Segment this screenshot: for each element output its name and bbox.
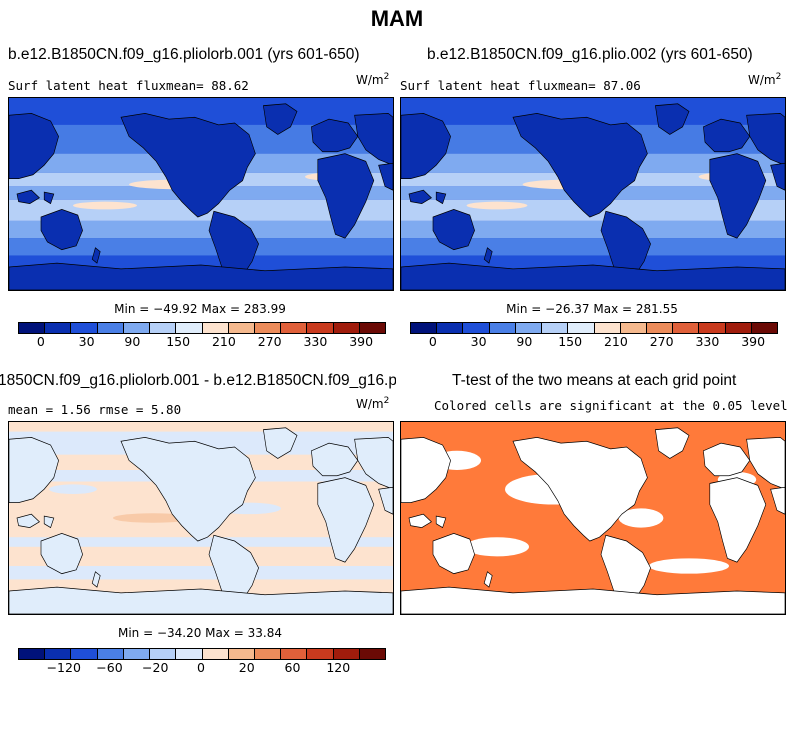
colorbar-swatch bbox=[19, 323, 46, 333]
panel-subtitle-top-right: Surf latent heat fluxmean= 87.06 bbox=[400, 78, 641, 93]
colorbar-ticks-bottom-left: −120 −60 −20 0 20 60 120 bbox=[18, 660, 386, 675]
units-bottom-left: W/m2 bbox=[356, 396, 390, 411]
colorbar-swatch bbox=[228, 323, 255, 333]
colorbar-swatch bbox=[646, 323, 674, 333]
colorbar-top-left bbox=[18, 322, 386, 334]
colorbar-swatch bbox=[725, 323, 752, 333]
difference-map bbox=[9, 422, 393, 614]
units-top-left: W/m2 bbox=[356, 72, 390, 87]
colorbar-swatch bbox=[594, 323, 621, 333]
colorbar-swatch bbox=[359, 323, 386, 333]
colorbar-swatch bbox=[542, 323, 569, 333]
colorbar-swatch bbox=[333, 323, 360, 333]
colorbar-swatch bbox=[150, 323, 177, 333]
colorbar-tick-label: 150 bbox=[166, 334, 191, 349]
colorbar-swatch bbox=[228, 649, 255, 659]
latent-heat-map-plio bbox=[401, 98, 785, 290]
colorbar-swatch bbox=[176, 649, 203, 659]
colorbar-tick-label: 390 bbox=[741, 334, 766, 349]
colorbar-tick-label: 120 bbox=[326, 660, 351, 675]
colorbar-tick-label: 390 bbox=[349, 334, 374, 349]
colorbar-tick-label: 210 bbox=[603, 334, 628, 349]
map-bottom-left bbox=[8, 421, 394, 615]
map-top-left bbox=[8, 97, 394, 291]
colorbar-bottom-left bbox=[18, 648, 386, 660]
colorbar-swatch bbox=[359, 649, 386, 659]
colorbar-swatch bbox=[515, 323, 543, 333]
colorbar-swatch bbox=[45, 323, 72, 333]
colorbar-top-right bbox=[410, 322, 778, 334]
colorbar-swatch bbox=[751, 323, 778, 333]
panel-title-bottom-left: 1850CN.f09_g16.pliolorb.001 - b.e12.B185… bbox=[0, 372, 396, 389]
colorbar-tick-label: 150 bbox=[558, 334, 583, 349]
colorbar-tick-label: 0 bbox=[428, 334, 437, 349]
colorbar-swatch bbox=[281, 649, 308, 659]
panel-subtitle-bottom-right: Colored cells are significant at the 0.0… bbox=[434, 398, 788, 413]
colorbar-tick-label: −120 bbox=[46, 660, 81, 675]
colorbar-swatch bbox=[620, 323, 647, 333]
colorbar-swatch bbox=[699, 323, 726, 333]
colorbar-tick-label: −20 bbox=[142, 660, 169, 675]
figure-title: MAM bbox=[370, 6, 424, 31]
colorbar-swatch bbox=[202, 649, 229, 659]
panel-subtitle-bottom-left: mean = 1.56 rmse = 5.80 bbox=[8, 402, 182, 417]
colorbar-tick-label: 210 bbox=[211, 334, 236, 349]
colorbar-swatch bbox=[202, 323, 229, 333]
colorbar-swatch bbox=[71, 323, 98, 333]
colorbar-tick-label: 330 bbox=[695, 334, 720, 349]
colorbar-swatch bbox=[97, 649, 124, 659]
map-bottom-right bbox=[400, 421, 786, 615]
colorbar-swatch bbox=[281, 323, 308, 333]
colorbar-tick-label: 60 bbox=[284, 660, 301, 675]
colorbar-swatch bbox=[307, 323, 334, 333]
colorbar-swatch bbox=[123, 649, 151, 659]
colorbar-tick-label: 90 bbox=[516, 334, 533, 349]
colorbar-tick-label: 270 bbox=[257, 334, 282, 349]
colorbar-ticks-top-right: 0 30 90 150 210 270 330 390 bbox=[410, 334, 778, 349]
panel-title-top-right: b.e12.B1850CN.f09_g16.plio.002 (yrs 601-… bbox=[427, 46, 753, 63]
minmax-top-left: Min = −49.92 Max = 283.99 bbox=[114, 302, 286, 316]
colorbar-tick-label: 90 bbox=[124, 334, 141, 349]
map-top-right bbox=[400, 97, 786, 291]
colorbar-tick-label: −60 bbox=[96, 660, 123, 675]
latent-heat-map-pliolorb bbox=[9, 98, 393, 290]
colorbar-swatch bbox=[97, 323, 124, 333]
panel-subtitle-top-left: Surf latent heat fluxmean= 88.62 bbox=[8, 78, 249, 93]
colorbar-swatch bbox=[437, 323, 464, 333]
colorbar-swatch bbox=[45, 649, 72, 659]
colorbar-swatch bbox=[463, 323, 490, 333]
minmax-bottom-left: Min = −34.20 Max = 33.84 bbox=[117, 626, 283, 640]
colorbar-swatch bbox=[411, 323, 438, 333]
colorbar-tick-label: 0 bbox=[36, 334, 45, 349]
panel-title-top-left: b.e12.B1850CN.f09_g16.pliolorb.001 (yrs … bbox=[8, 46, 360, 63]
colorbar-tick-label: 30 bbox=[470, 334, 487, 349]
significance-map bbox=[401, 422, 785, 614]
panel-title-bottom-right: T-test of the two means at each grid poi… bbox=[452, 372, 737, 389]
colorbar-tick-label: 330 bbox=[303, 334, 328, 349]
colorbar-swatch bbox=[673, 323, 700, 333]
colorbar-ticks-top-left: 0 30 90 150 210 270 330 390 bbox=[18, 334, 386, 349]
colorbar-tick-label: 0 bbox=[197, 660, 205, 675]
minmax-top-right: Min = −26.37 Max = 281.55 bbox=[506, 302, 678, 316]
colorbar-swatch bbox=[254, 323, 282, 333]
colorbar-swatch bbox=[254, 649, 282, 659]
colorbar-swatch bbox=[71, 649, 98, 659]
colorbar-swatch bbox=[123, 323, 151, 333]
colorbar-swatch bbox=[176, 323, 203, 333]
colorbar-swatch bbox=[150, 649, 177, 659]
colorbar-swatch bbox=[307, 649, 334, 659]
colorbar-swatch bbox=[489, 323, 516, 333]
colorbar-swatch bbox=[333, 649, 360, 659]
colorbar-swatch bbox=[19, 649, 46, 659]
colorbar-tick-label: 270 bbox=[649, 334, 674, 349]
units-top-right: W/m2 bbox=[748, 72, 782, 87]
colorbar-tick-label: 30 bbox=[78, 334, 95, 349]
colorbar-swatch bbox=[568, 323, 595, 333]
colorbar-tick-label: 20 bbox=[238, 660, 255, 675]
